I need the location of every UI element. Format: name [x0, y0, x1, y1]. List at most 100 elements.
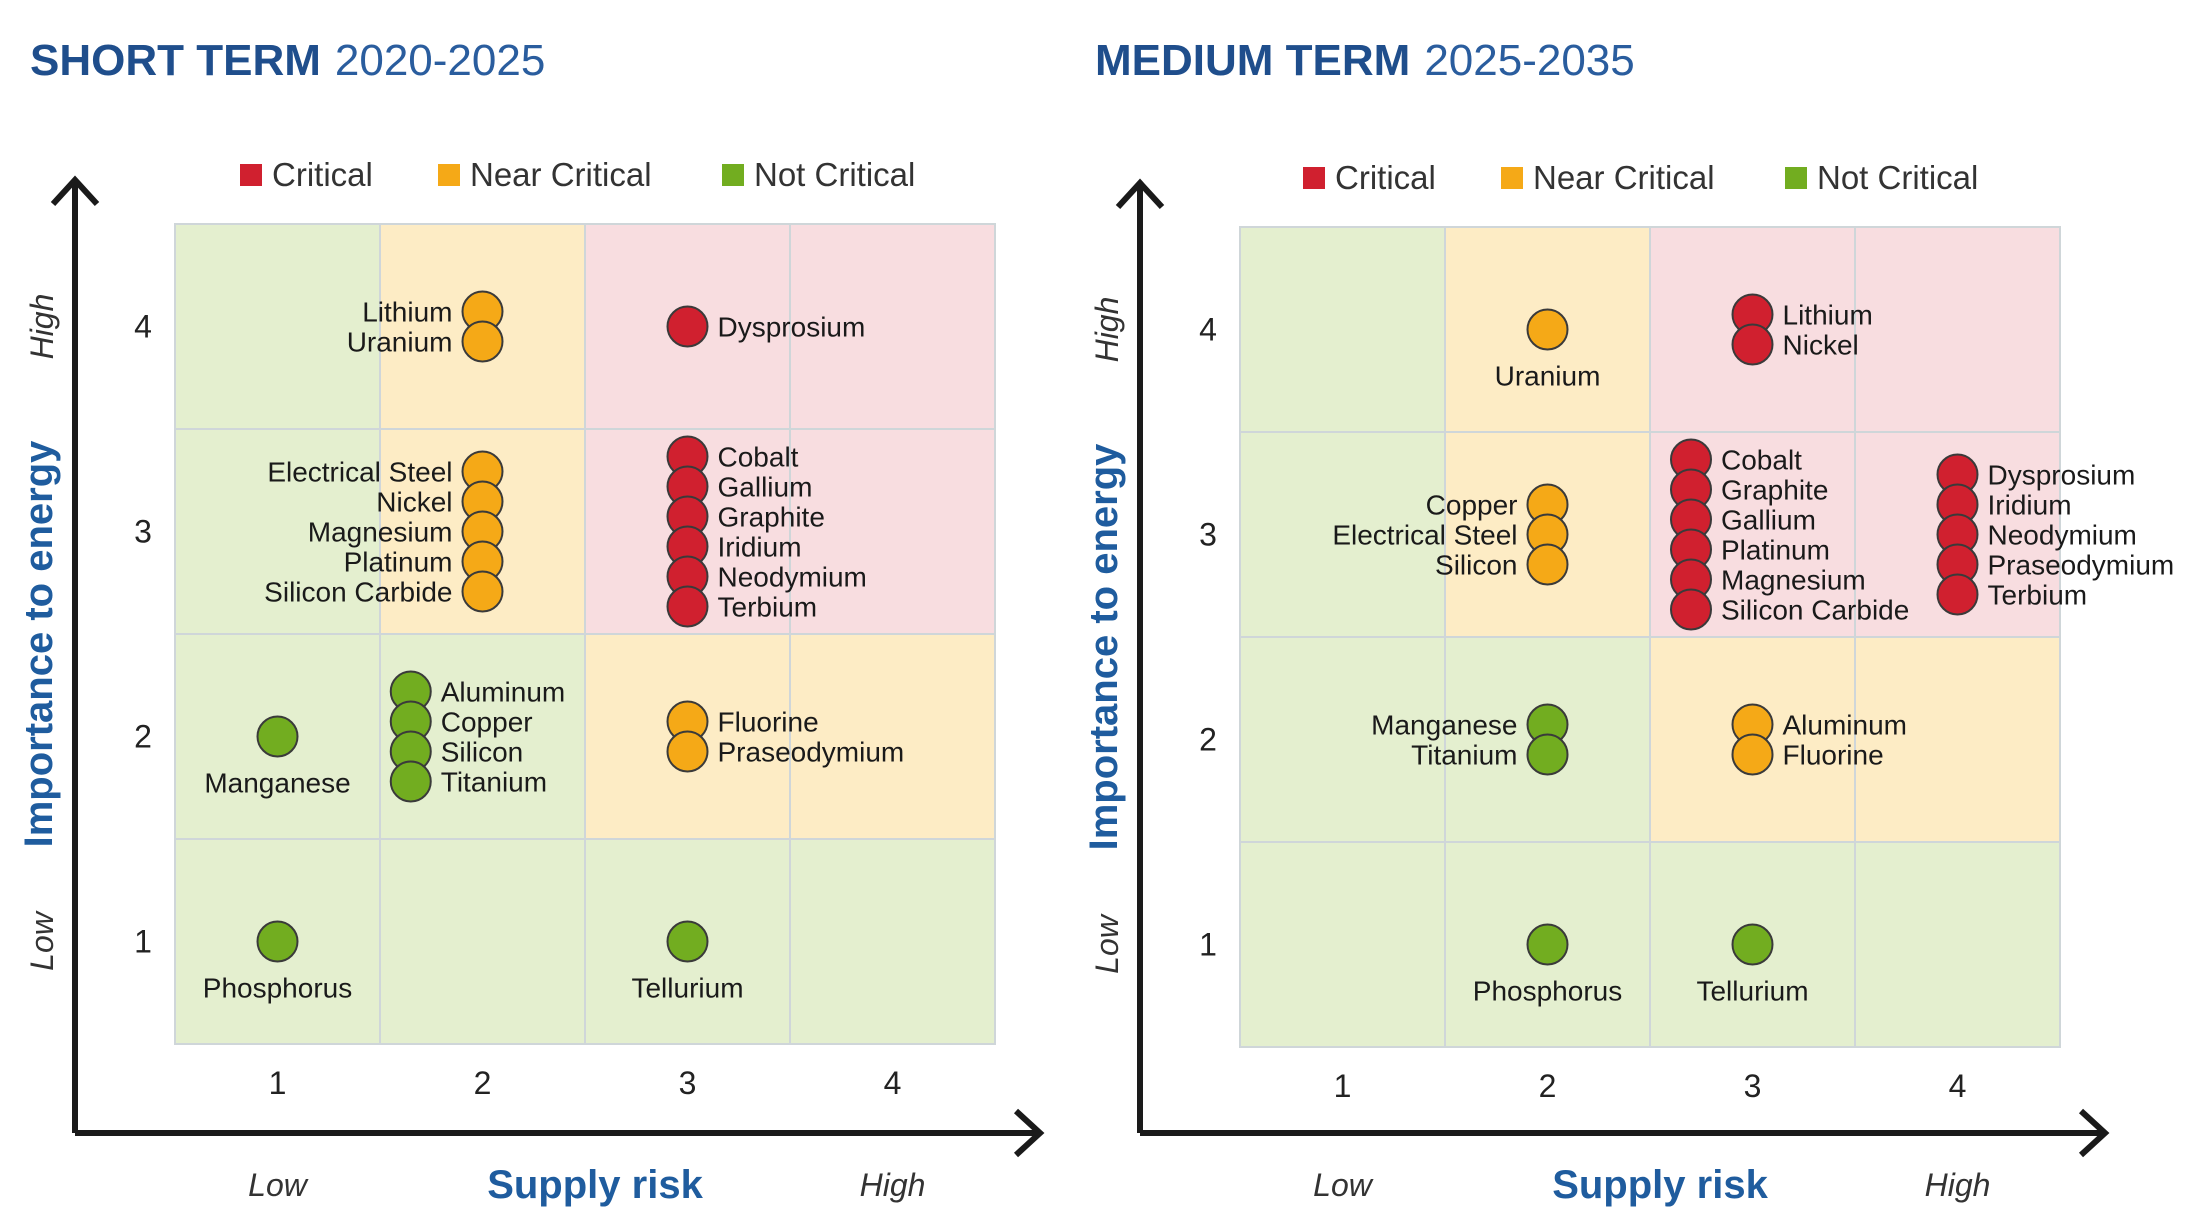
- chart-title: SHORT TERM 2020-2025: [30, 36, 545, 85]
- grid-cell: [1854, 841, 2061, 1048]
- point-label: Copper: [441, 707, 533, 738]
- point-label: Nickel: [376, 487, 452, 518]
- point-label: Terbium: [718, 592, 818, 623]
- grid-cell: [1239, 841, 1446, 1048]
- point-label: Praseodymium: [1988, 550, 2175, 581]
- data-point: [666, 305, 709, 348]
- point-label: Tellurium: [1696, 976, 1808, 1007]
- x-axis-title: Supply risk: [1552, 1163, 1768, 1207]
- point-label: Dysprosium: [718, 312, 866, 343]
- data-point: [1731, 733, 1774, 776]
- point-label: Electrical Steel: [1332, 520, 1517, 551]
- grid-cell: [379, 838, 586, 1045]
- point-label: Cobalt: [1721, 445, 1802, 476]
- material-group: DysprosiumIridiumNeodymiumPraseodymiumTe…: [1936, 453, 2175, 616]
- point-label: Platinum: [1721, 535, 1830, 566]
- point-label: Silicon Carbide: [1721, 595, 1909, 626]
- y-tick-label: 4: [134, 309, 152, 345]
- point-label: Neodymium: [718, 562, 867, 593]
- y-axis-arrowhead: [1115, 178, 1165, 210]
- data-point: [1731, 323, 1774, 366]
- x-tick-label: 3: [679, 1065, 697, 1101]
- grid-cell: [1854, 226, 2061, 433]
- material-group: Electrical SteelNickelMagnesiumPlatinumS…: [264, 450, 504, 613]
- x-tick-label: 3: [1744, 1068, 1762, 1104]
- point-label: Silicon: [1435, 550, 1517, 581]
- x-axis-high-label: High: [860, 1167, 926, 1203]
- point-label: Terbium: [1988, 580, 2088, 611]
- data-point: [1936, 573, 1979, 616]
- material-group: Phosphorus: [203, 920, 352, 1004]
- x-axis-title: Supply risk: [487, 1163, 703, 1207]
- y-tick-label: 2: [134, 719, 152, 755]
- point-label: Silicon: [441, 737, 523, 768]
- data-point: [1526, 543, 1569, 586]
- point-label: Praseodymium: [718, 737, 905, 768]
- material-group: Tellurium: [1696, 923, 1809, 1007]
- point-label: Copper: [1426, 490, 1518, 521]
- point-label: Phosphorus: [203, 973, 352, 1004]
- x-axis-arrowhead: [1013, 1108, 1045, 1158]
- material-group: Manganese: [204, 715, 351, 799]
- legend-swatch-critical: [240, 164, 262, 186]
- point-label: Manganese: [1371, 710, 1517, 741]
- legend-label-not-critical: Not Critical: [754, 156, 915, 193]
- point-label: Platinum: [344, 547, 453, 578]
- grid-cell: [789, 428, 996, 635]
- data-point: [389, 760, 432, 803]
- data-point: [1526, 308, 1569, 351]
- legend-swatch-not-critical: [1785, 167, 1807, 189]
- point-label: Electrical Steel: [267, 457, 452, 488]
- grid-cell: [789, 633, 996, 840]
- data-point: [666, 730, 709, 773]
- x-tick-label: 4: [1949, 1068, 1967, 1104]
- grid-cell: [789, 223, 996, 430]
- y-tick-label: 3: [1199, 517, 1217, 553]
- point-label: Cobalt: [718, 442, 799, 473]
- y-tick-label: 2: [1199, 722, 1217, 758]
- point-label: Uranium: [1495, 361, 1601, 392]
- chart-title-period: 2025-2035: [1424, 36, 1634, 85]
- x-tick-label: 4: [884, 1065, 902, 1101]
- data-point: [1526, 923, 1569, 966]
- chart-title: MEDIUM TERM 2025-2035: [1095, 36, 1635, 85]
- data-point: [1731, 923, 1774, 966]
- point-label: Fluorine: [718, 707, 819, 738]
- y-tick-label: 4: [1199, 312, 1217, 348]
- legend-swatch-near-critical: [438, 164, 460, 186]
- y-tick-label: 1: [134, 924, 152, 960]
- point-label: Manganese: [204, 768, 350, 799]
- y-axis-high-label: High: [1089, 297, 1125, 363]
- point-label: Uranium: [347, 327, 453, 358]
- x-axis-low-label: Low: [248, 1167, 309, 1203]
- point-label: Phosphorus: [1473, 976, 1622, 1007]
- point-label: Aluminum: [1783, 710, 1907, 741]
- legend-swatch-near-critical: [1501, 167, 1523, 189]
- point-label: Magnesium: [1721, 565, 1866, 596]
- legend-label-near-critical: Near Critical: [470, 156, 652, 193]
- data-point: [666, 920, 709, 963]
- data-point: [256, 920, 299, 963]
- data-point: [461, 570, 504, 613]
- legend-label-near-critical: Near Critical: [1533, 159, 1715, 196]
- x-tick-label: 2: [1539, 1068, 1557, 1104]
- x-axis-arrowhead: [2078, 1108, 2110, 1158]
- data-point: [461, 320, 504, 363]
- material-group: Uranium: [1495, 308, 1601, 392]
- x-tick-label: 1: [269, 1065, 287, 1101]
- y-axis-low-label: Low: [24, 910, 60, 971]
- legend-swatch-not-critical: [722, 164, 744, 186]
- material-group: Dysprosium: [666, 305, 866, 348]
- chart-panel-short-term: SHORT TERM 2020-2025 Critical Near Critical…: [17, 36, 1045, 1207]
- y-tick-label: 3: [134, 514, 152, 550]
- data-point: [666, 585, 709, 628]
- legend-label-critical: Critical: [1335, 159, 1436, 196]
- legend-label-not-critical: Not Critical: [1817, 159, 1978, 196]
- legend-swatch-critical: [1303, 167, 1325, 189]
- point-label: Magnesium: [308, 517, 453, 548]
